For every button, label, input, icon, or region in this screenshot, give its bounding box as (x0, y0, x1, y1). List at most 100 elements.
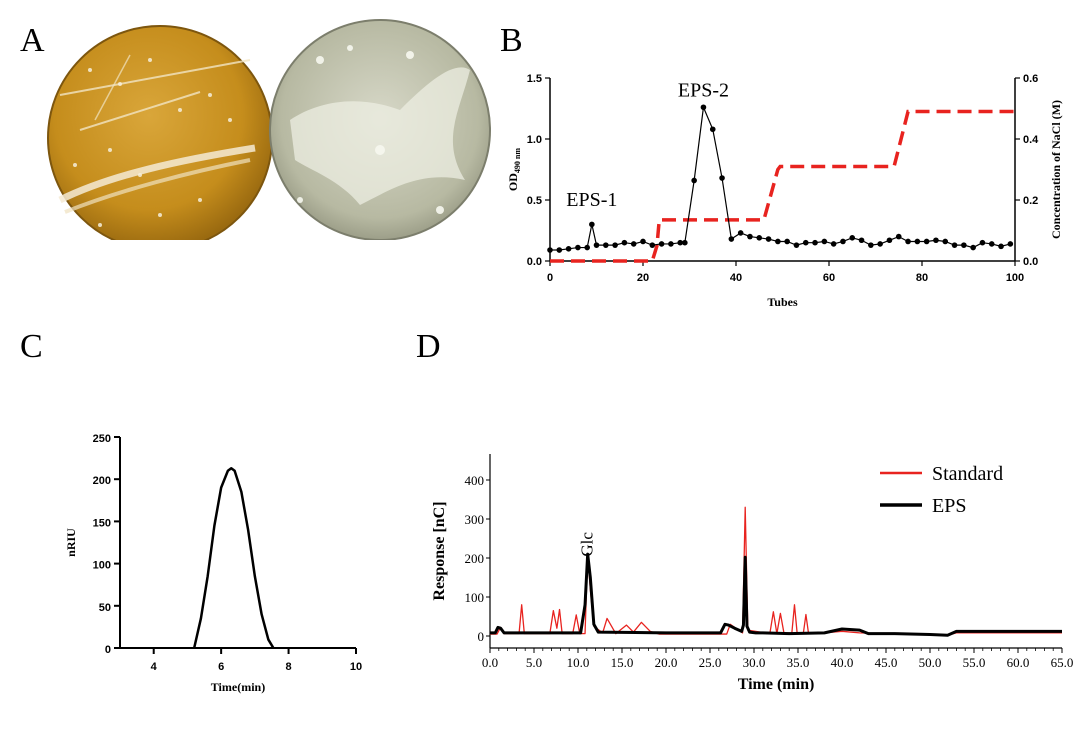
od-point (998, 243, 1004, 250)
od-point (765, 236, 772, 242)
od-point (709, 126, 716, 133)
x-axis-title: Time(min) (211, 680, 265, 694)
od-point (951, 242, 958, 248)
od-point (905, 238, 911, 245)
y-tick-label: 0 (105, 644, 111, 656)
panel-label-c: C (20, 328, 43, 365)
y-tick-label: 100 (93, 560, 111, 572)
od-point (942, 238, 949, 245)
x-tick-label: 15.0 (611, 655, 634, 670)
od-point (923, 238, 930, 245)
x-axis-title: Time (min) (738, 676, 815, 693)
x-tick-label: 4 (151, 661, 158, 673)
y-tick-label: 1.0 (527, 134, 542, 146)
od-point (589, 221, 595, 228)
x-tick-label: 40.0 (831, 655, 854, 670)
y-tick-label: 200 (465, 551, 485, 566)
x-tick-label: 60 (823, 272, 835, 284)
y-tick-label: 0.0 (527, 256, 542, 268)
od-point (933, 237, 939, 244)
od-point (1007, 241, 1014, 247)
od-point (621, 239, 628, 246)
panel-label-d: D (416, 328, 441, 365)
od-point (775, 238, 781, 245)
od-point (895, 233, 902, 240)
annotation-1: EPS-1 (566, 189, 617, 211)
y-tick-label: 100 (465, 590, 485, 605)
od-point (547, 247, 553, 253)
od-point (584, 244, 590, 251)
panel-label-a: A (20, 22, 45, 59)
od-point (821, 238, 828, 245)
standard-line (490, 506, 1062, 636)
od-point (575, 244, 581, 251)
od-point (682, 239, 688, 246)
od-point (747, 233, 753, 240)
od-point (830, 241, 837, 247)
culture-plates-photo (47, 19, 491, 240)
x-tick-label: 30.0 (743, 655, 766, 670)
od-point (640, 238, 646, 245)
y2-tick-label: 0.6 (1023, 73, 1038, 85)
x-tick-label: 25.0 (699, 655, 722, 670)
x-tick-label: 80 (916, 272, 928, 284)
od-point (700, 104, 707, 111)
od-point (612, 242, 618, 248)
od-point (812, 239, 818, 246)
x-tick-label: 0.0 (482, 655, 498, 670)
od-point (868, 242, 874, 248)
od-point (886, 237, 893, 244)
od-point (858, 237, 865, 244)
y-tick-label: 0.5 (527, 195, 542, 207)
y-axis-title: OD490 nm (506, 148, 522, 191)
od-point (677, 239, 683, 246)
y2-tick-label: 0.4 (1023, 134, 1039, 146)
y2-tick-label: 0.2 (1023, 195, 1038, 207)
legend-label-1: Standard (932, 463, 1003, 485)
od-point (756, 235, 763, 241)
y-tick-label: 0 (478, 629, 485, 644)
annotation-glc: Glc (578, 532, 597, 557)
od-point (988, 241, 995, 247)
y-axis-title: Response [nC] (431, 501, 448, 600)
amber-agar-plate (47, 25, 273, 240)
x-tick-label: 50.0 (919, 655, 942, 670)
x-tick-label: 60.0 (1007, 655, 1030, 670)
x-tick-label: 10 (350, 661, 362, 673)
x-tick-label: 5.0 (526, 655, 542, 670)
od-point (802, 239, 809, 246)
panel-label-b: B (500, 22, 523, 59)
od-point (784, 238, 790, 245)
legend-label-2: EPS (932, 495, 966, 517)
od-point (961, 242, 967, 248)
x-tick-label: 40 (730, 272, 742, 284)
x-tick-label: 20 (637, 272, 649, 284)
x-tick-label: 20.0 (655, 655, 678, 670)
x-tick-label: 100 (1006, 272, 1024, 284)
od-point (565, 246, 572, 252)
od-point (649, 242, 656, 248)
od-point (603, 242, 609, 248)
rid-peak-line (192, 466, 275, 649)
od-point (728, 236, 735, 242)
y-tick-label: 400 (465, 473, 485, 488)
od-point (593, 242, 600, 248)
x-tick-label: 0 (547, 272, 553, 284)
od-point (691, 177, 697, 184)
od-point (719, 175, 725, 181)
od-point (658, 241, 665, 247)
y-tick-label: 300 (465, 512, 485, 527)
od-line (550, 104, 1011, 251)
x-tick-label: 8 (286, 661, 292, 673)
od-point (737, 230, 744, 236)
od-point (840, 238, 846, 245)
y-tick-label: 150 (93, 517, 111, 529)
y-tick-label: 1.5 (527, 73, 542, 85)
od-point (849, 235, 856, 241)
x-tick-label: 65.0 (1051, 655, 1074, 670)
nacl-gradient-line (550, 109, 1015, 263)
x-tick-label: 35.0 (787, 655, 810, 670)
